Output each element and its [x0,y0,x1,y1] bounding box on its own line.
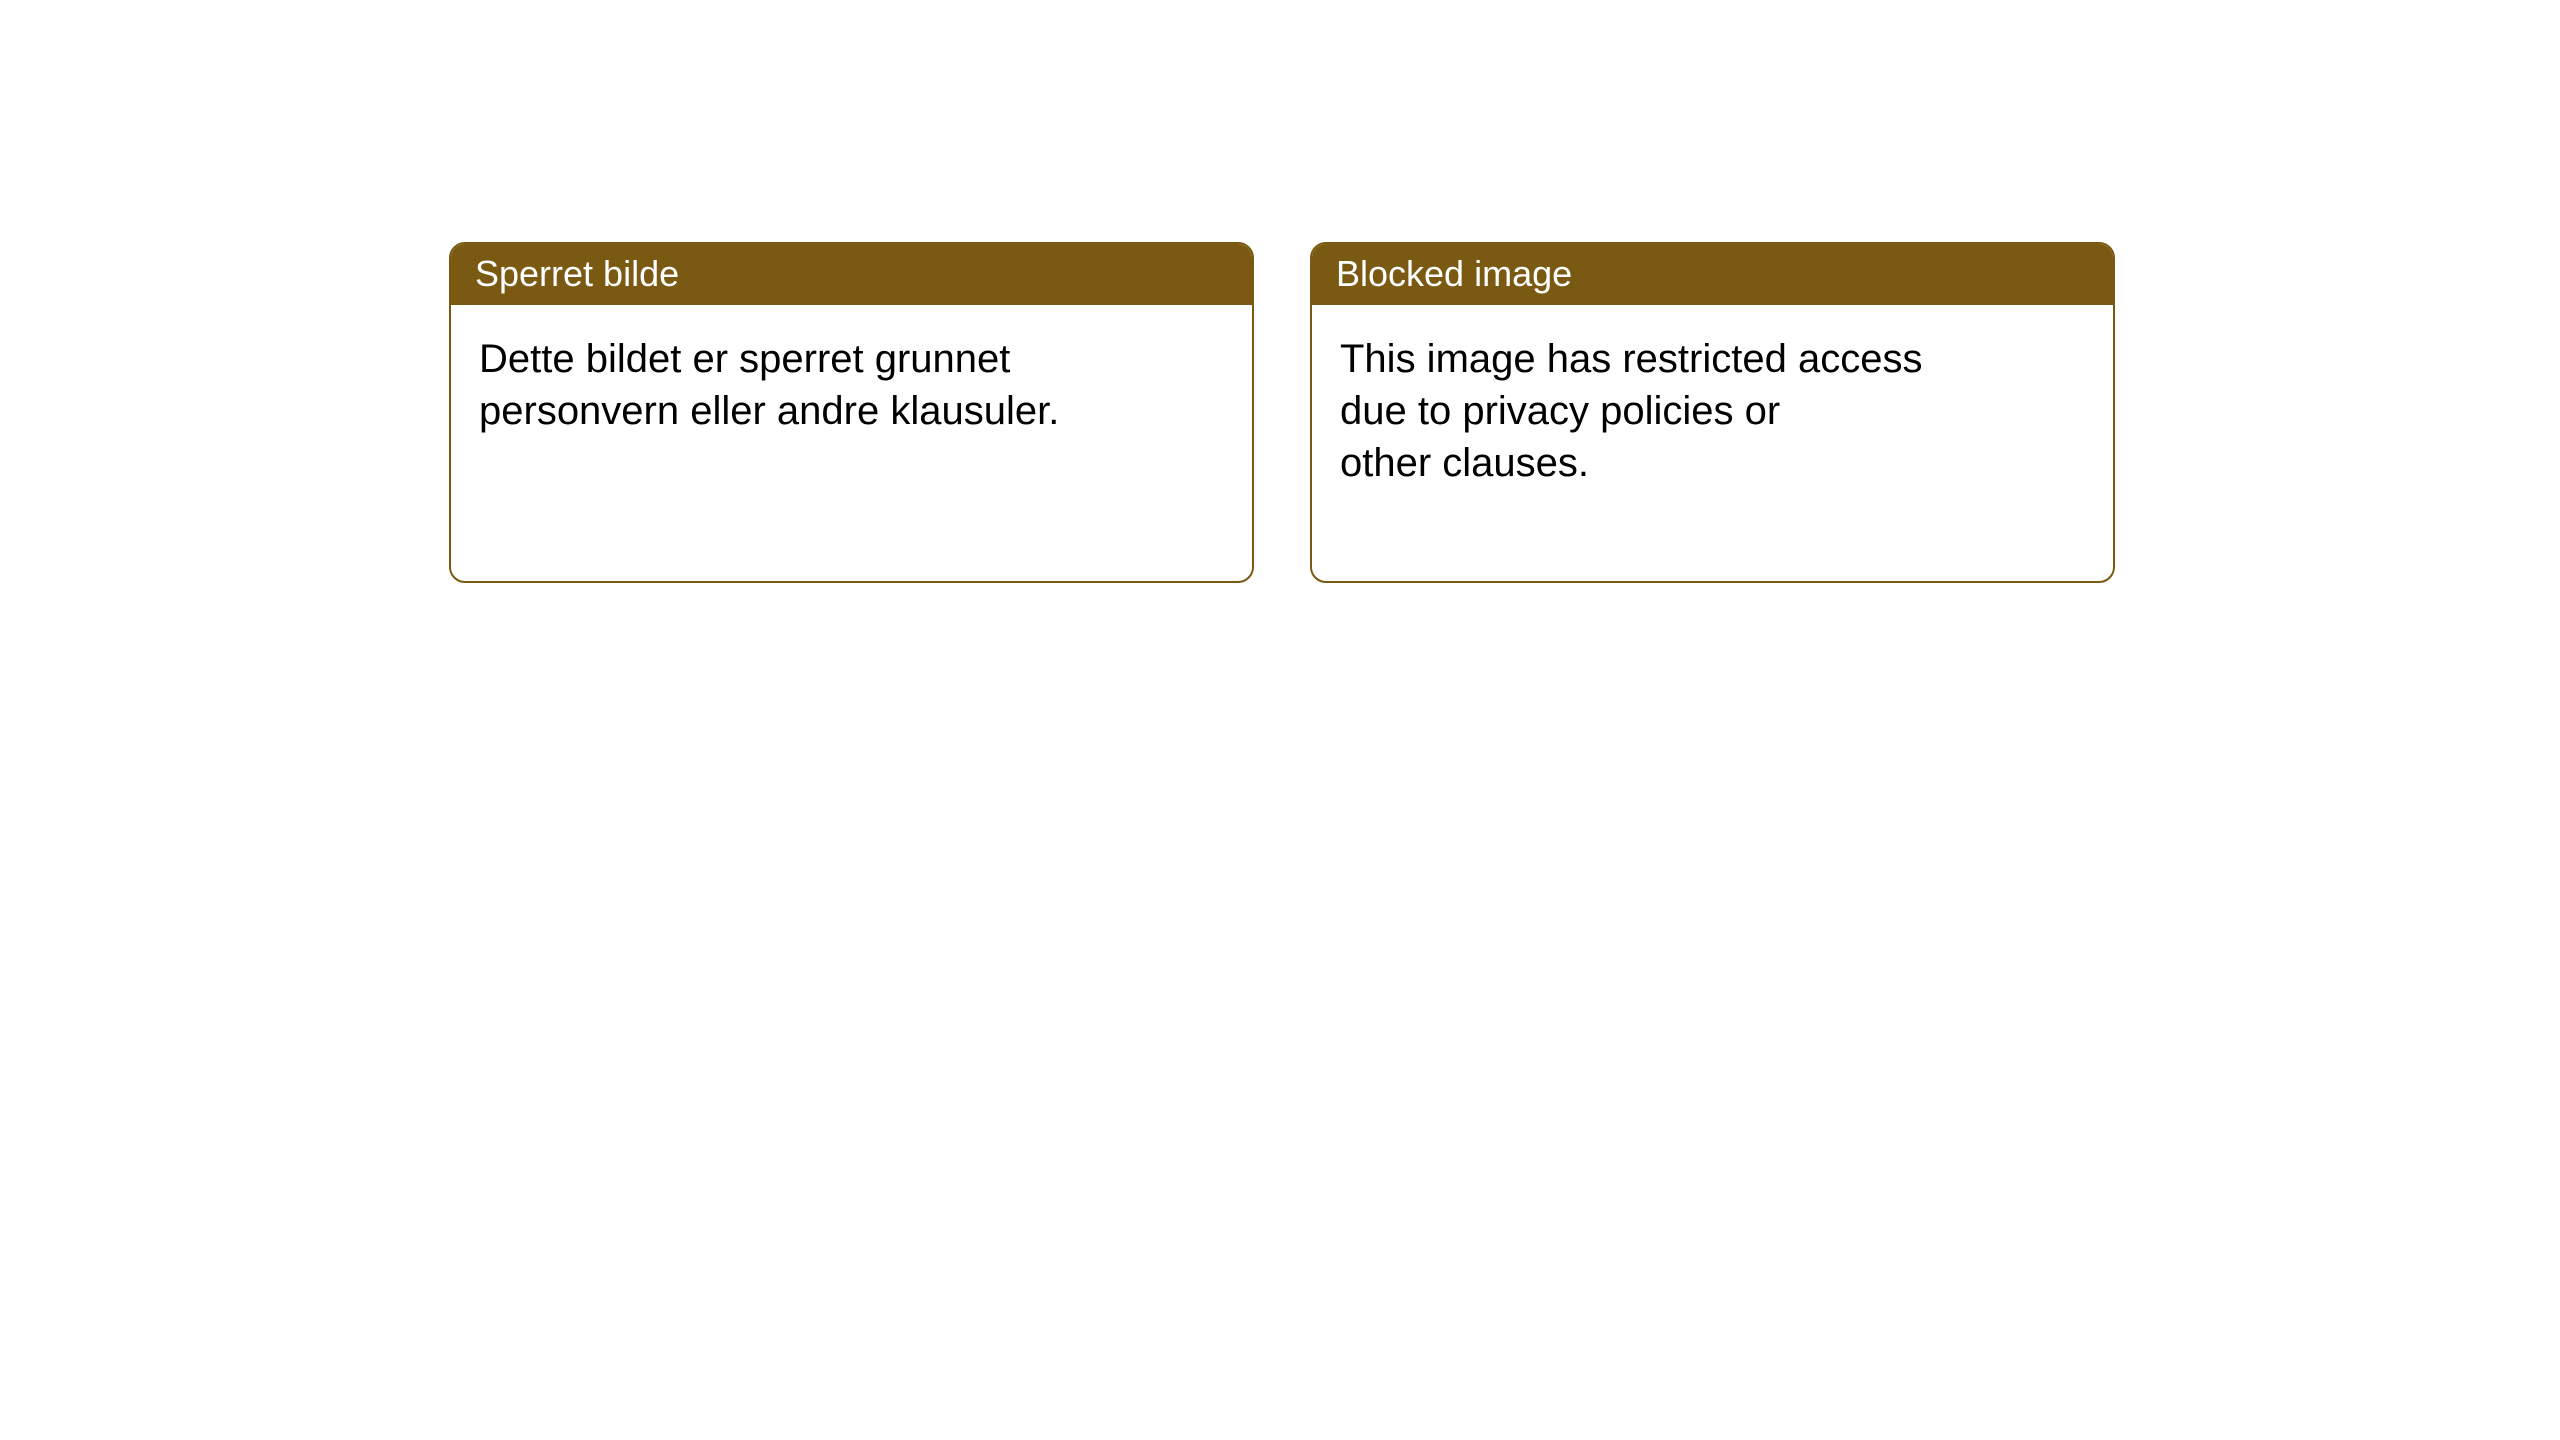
notice-card-header-en: Blocked image [1312,244,2113,305]
notice-card-header-no: Sperret bilde [451,244,1252,305]
page-root: Sperret bilde Dette bildet er sperret gr… [0,0,2560,1440]
notice-card-en: Blocked image This image has restricted … [1310,242,2115,583]
notice-card-body-en: This image has restricted access due to … [1312,305,2113,581]
notice-card-no: Sperret bilde Dette bildet er sperret gr… [449,242,1254,583]
notice-cards-row: Sperret bilde Dette bildet er sperret gr… [449,242,2115,583]
notice-card-body-no: Dette bildet er sperret grunnet personve… [451,305,1252,581]
